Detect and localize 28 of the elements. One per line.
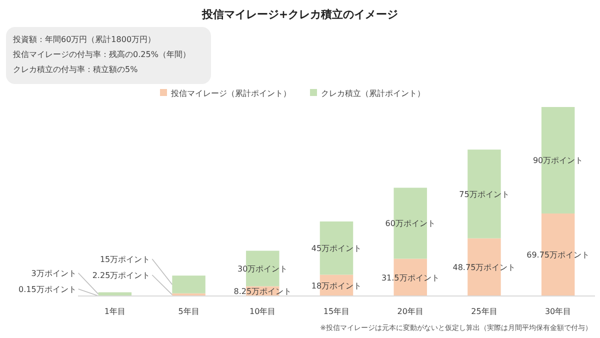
data-label: 0.15万ポイント [18, 285, 76, 294]
chart-title: 投信マイレージ+クレカ積立のイメージ [200, 8, 398, 21]
x-tick-label: 10年目 [250, 307, 276, 316]
bar [172, 276, 206, 294]
text: クレカ積立の付与率：積立額の5% [13, 65, 138, 74]
x-tick-label: 20年目 [397, 307, 424, 316]
x-tick-label: 1年目 [104, 307, 126, 316]
data-label: 90万ポイント [532, 156, 584, 166]
data-label: 60万ポイント [385, 219, 436, 228]
data-label: 48.75万ポイント [452, 263, 516, 272]
data-label: 31.5万ポイント [381, 273, 440, 282]
data-label: 45万ポイント [311, 244, 362, 254]
data-label: 18万ポイント [311, 281, 362, 290]
x-tick-label: 30年目 [544, 307, 572, 316]
data-label: 69.75万ポイント [526, 250, 590, 260]
data-label: 75万ポイント [459, 190, 510, 199]
data-label: 8.25万ポイント [234, 287, 292, 296]
x-tick-label: 25年目 [471, 307, 498, 316]
data-label: 15万ポイント [100, 255, 150, 264]
x-tick-label: 5年目 [178, 307, 200, 316]
text: 投信マイレージの付与率：残高の0.25%（年間） [12, 50, 190, 59]
legend-label: クレカ積立（累計ポイント） [321, 89, 425, 98]
data-label: 3万ポイント [31, 269, 76, 278]
data-label: 2.25万ポイント [92, 271, 150, 280]
x-tick-label: 15年目 [323, 307, 350, 316]
text: 投資額：年間60万円（累計1800万円） [12, 35, 156, 44]
legend-label: 投信マイレージ（累計ポイント） [170, 89, 291, 98]
data-label: 30万ポイント [238, 264, 288, 274]
